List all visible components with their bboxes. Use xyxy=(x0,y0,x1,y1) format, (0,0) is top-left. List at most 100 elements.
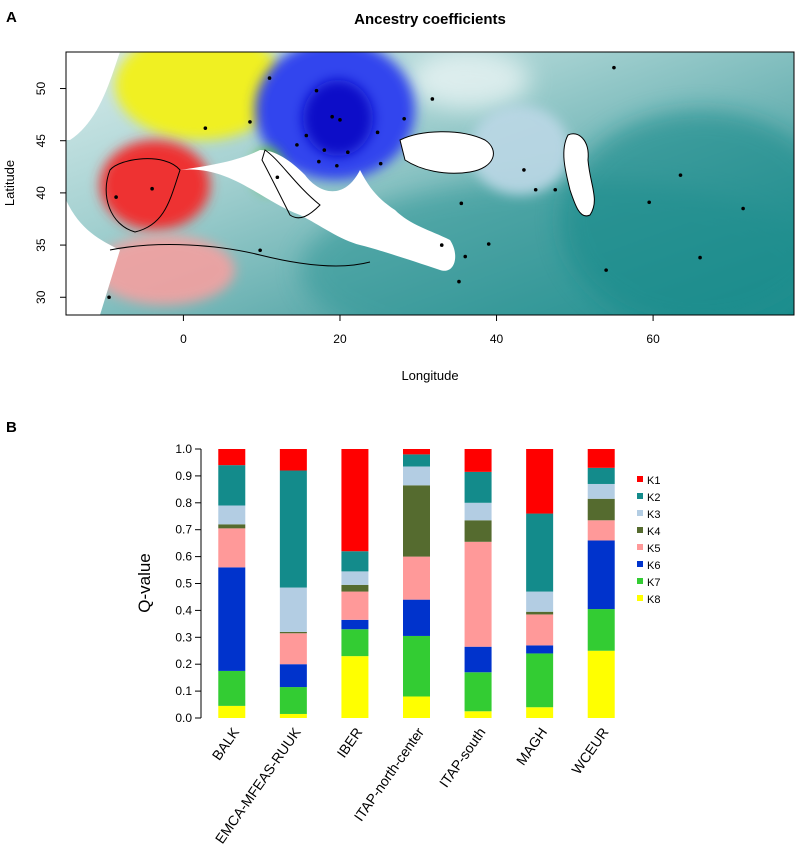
field-pink xyxy=(95,235,235,305)
category-label: WCEUR xyxy=(568,725,611,778)
bar-segment-k1 xyxy=(464,449,492,472)
bar-segment-k8 xyxy=(403,696,430,718)
bar-segment-k7 xyxy=(341,629,369,657)
sample-point xyxy=(553,187,558,192)
legend-swatch-k4 xyxy=(637,527,643,533)
bar-segment-k5 xyxy=(526,614,554,646)
category-label: ITAP-south xyxy=(436,725,489,791)
coast-iberia xyxy=(105,158,181,233)
panel-a-letter: A xyxy=(6,9,17,26)
legend: K1 K2 K3 K4 K5 K6 K7 K8 xyxy=(637,475,660,606)
field-white-north xyxy=(410,52,530,110)
bar-segment-k8 xyxy=(464,711,492,718)
field-teal-east xyxy=(560,110,794,315)
sample-point xyxy=(338,118,342,122)
category-label: MAGH xyxy=(513,725,550,769)
bar-segment-k1 xyxy=(341,449,369,552)
bar-segment-k8 xyxy=(587,650,615,718)
sea-atlantic xyxy=(66,52,120,140)
bar-segment-k5 xyxy=(587,520,615,541)
legend-label: K7 xyxy=(647,577,660,589)
sample-point xyxy=(698,255,702,260)
map-x-tick-label: 20 xyxy=(333,332,347,346)
map-y-tick-label: 35 xyxy=(34,238,48,252)
sample-point xyxy=(107,295,111,300)
legend-label: K2 xyxy=(647,492,660,504)
legend-swatch-k3 xyxy=(637,510,643,516)
sample-points xyxy=(107,65,745,300)
map-axes: 0 20 40 60 30 35 40 45 50 xyxy=(34,82,660,346)
bar-segment-k3 xyxy=(403,466,430,486)
bar-y-tick-label: 0.1 xyxy=(175,684,192,698)
coast-italy xyxy=(261,149,321,219)
sample-point xyxy=(378,161,383,166)
bar-y-tick-label: 0.2 xyxy=(175,657,192,671)
bar-segment-k7 xyxy=(587,609,615,651)
sample-point xyxy=(330,114,334,119)
bar-segment-k6 xyxy=(526,645,554,654)
panel-b-letter: B xyxy=(6,419,17,436)
category-label: BALK xyxy=(209,724,243,763)
map-title: Ancestry coefficients xyxy=(354,11,506,28)
field-red xyxy=(100,140,210,230)
map-frame xyxy=(65,51,795,316)
sea-atlantic-south xyxy=(66,200,120,315)
sample-point xyxy=(267,76,272,80)
sea-mediterranean xyxy=(180,150,456,271)
coast-north-africa xyxy=(109,244,371,267)
coast-black-sea xyxy=(399,131,494,174)
bar-y-tick-label: 0.3 xyxy=(175,630,192,644)
sample-point xyxy=(375,130,380,135)
category-label: IBER xyxy=(334,725,366,761)
bar-segment-k6 xyxy=(279,664,307,688)
bar-segment-k7 xyxy=(218,670,246,706)
sample-point xyxy=(258,248,262,253)
sample-point xyxy=(459,201,464,206)
legend-label: K6 xyxy=(647,560,660,572)
sample-point xyxy=(533,187,538,192)
sea-caspian xyxy=(563,133,595,216)
sample-point xyxy=(430,97,435,101)
sample-point xyxy=(522,168,526,172)
bar-y-tick-label: 0.7 xyxy=(175,523,192,537)
bar-segment-k6 xyxy=(218,567,246,671)
coast-caspian xyxy=(563,133,595,217)
sample-point xyxy=(346,150,350,154)
sample-point xyxy=(304,133,309,138)
bar-segment-k5 xyxy=(279,633,307,665)
bar-segment-k7 xyxy=(279,687,307,714)
bar-y-tick-label: 1.0 xyxy=(175,442,192,456)
legend-swatch-k5 xyxy=(637,544,643,550)
sample-point xyxy=(114,195,118,199)
bar-segment-k4 xyxy=(403,485,430,557)
map-y-tick-label: 40 xyxy=(34,186,48,200)
map-y-tick-label: 50 xyxy=(34,82,48,96)
map-x-tick-label: 60 xyxy=(646,332,660,346)
sample-point xyxy=(203,126,208,130)
bar-segment-k3 xyxy=(526,591,554,612)
field-yellow xyxy=(115,52,285,140)
legend-label: K8 xyxy=(647,594,660,606)
bar-segment-k3 xyxy=(279,587,307,632)
bar-y-tick-label: 0.4 xyxy=(175,603,192,617)
sample-point xyxy=(457,279,461,284)
bar-segment-k2 xyxy=(526,513,554,592)
map-x-tick-label: 40 xyxy=(490,332,504,346)
sample-point xyxy=(678,173,683,177)
bar-segment-k2 xyxy=(464,471,492,503)
bar-segment-k7 xyxy=(526,653,554,708)
bar-segment-k7 xyxy=(403,635,430,697)
map-y-tick-label: 30 xyxy=(34,290,48,304)
bar-segment-k2 xyxy=(587,467,615,484)
sample-point xyxy=(248,120,252,124)
sample-point xyxy=(486,242,491,246)
sample-point xyxy=(741,206,745,211)
sample-point xyxy=(463,254,468,259)
legend-swatch-k7 xyxy=(637,578,643,584)
legend-swatch-k6 xyxy=(637,561,643,567)
bar-stacks xyxy=(218,449,615,718)
sample-point xyxy=(275,175,280,180)
bar-y-tick-label: 0.5 xyxy=(175,577,192,591)
legend-label: K5 xyxy=(647,543,660,555)
